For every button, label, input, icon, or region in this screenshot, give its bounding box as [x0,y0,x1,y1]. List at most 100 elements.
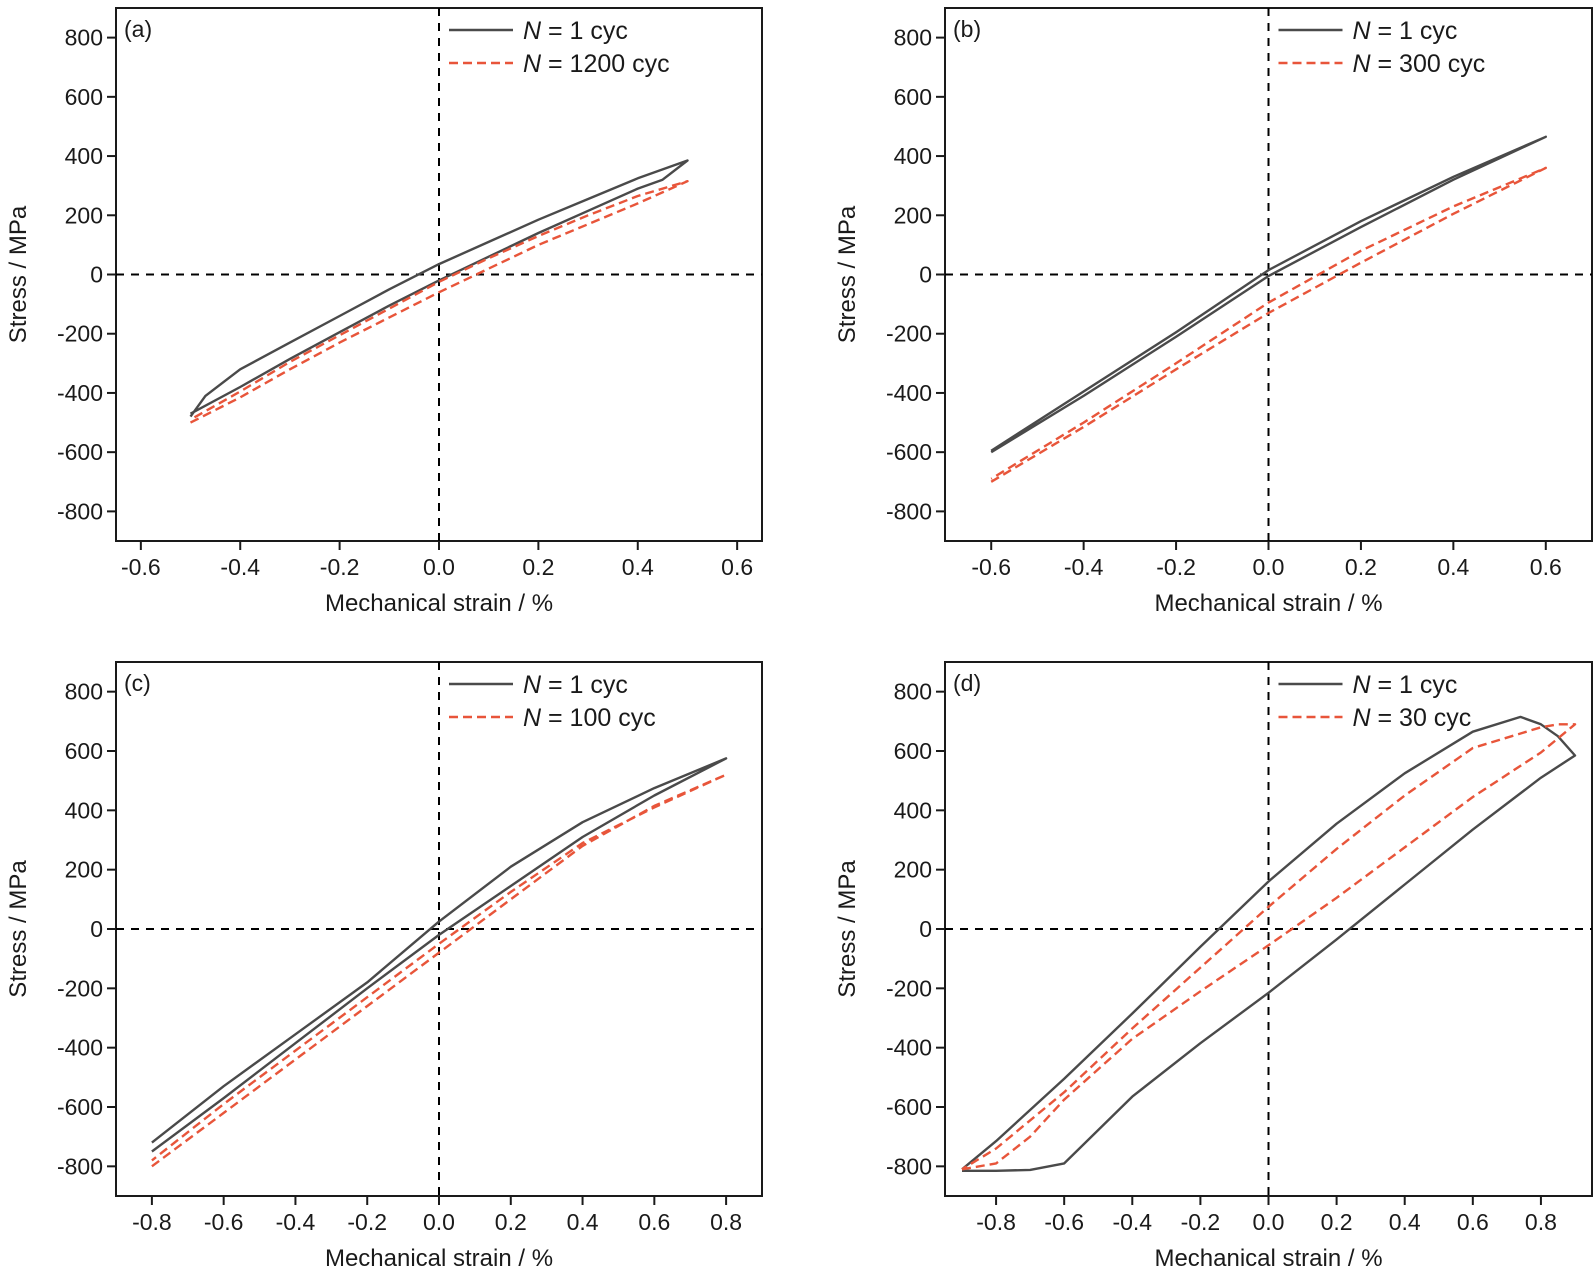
y-axis-label: Stress / MPa [5,205,32,343]
y-tick-label: -800 [886,1153,932,1179]
x-tick-label: 0.0 [1253,554,1285,580]
legend-label: N = 100 cyc [523,704,656,732]
x-tick-label: -0.2 [347,1209,387,1235]
legend-series-name: = 1 cyc [541,17,628,45]
y-tick-label: 200 [65,857,103,883]
legend-symbol: N [1353,17,1372,45]
y-tick-label: -800 [886,498,932,524]
x-tick-label: 0.0 [423,1209,455,1235]
y-axis-label: Stress / MPa [834,205,861,343]
x-tick-label: 0.2 [1321,1209,1353,1235]
panel-d: -0.8 -0.6 -0.4 -0.2 0.0 0.2 0.4 0.6 0.8 800 600 400… [834,661,1593,1272]
x-tick-label: -0.4 [220,554,260,580]
x-tick-label: 0.2 [495,1209,527,1235]
x-tick-label: 0.0 [1253,1209,1285,1235]
x-tick-label: -0.8 [132,1209,172,1235]
legend-symbol: N [523,671,542,699]
y-tick-label: 400 [894,797,932,823]
x-tick-label: 0.8 [710,1209,742,1235]
y-tick-label: -600 [57,1094,103,1120]
y-tick-label: -400 [886,380,932,406]
series-line-later-cycle [189,180,689,424]
legend-series-name: = 100 cyc [541,704,656,732]
y-tick-label: 800 [894,25,932,51]
legend-series-name: = 1 cyc [1371,671,1458,699]
x-tick-label: 0.6 [638,1209,670,1235]
y-tick-label: 600 [894,84,932,110]
y-tick-label: 0 [90,262,103,288]
x-tick-label: 0.6 [1457,1209,1489,1235]
x-tick-label: 0.2 [522,554,554,580]
y-axis-label: Stress / MPa [5,860,32,998]
y-tick-label: 600 [894,738,932,764]
x-tick-label: -0.4 [1112,1209,1152,1235]
panel-a: -0.6 -0.4 -0.2 0.0 0.2 0.4 0.6 800 600 400 200 0 -20… [5,7,763,617]
y-tick-label: -200 [886,321,932,347]
legend-series-name: = 1 cyc [1371,17,1458,45]
series-line-later-cycle [990,166,1547,483]
legend-series-name: = 1 cyc [541,671,628,699]
y-tick-label: -800 [57,1153,103,1179]
y-tick-label: -200 [57,321,103,347]
x-axis-label: Mechanical strain / % [325,590,553,617]
x-tick-label: 0.8 [1525,1209,1557,1235]
legend-label: N = 30 cyc [1353,704,1472,732]
x-tick-label: -0.2 [320,554,360,580]
legend-symbol: N [523,17,542,45]
y-tick-label: 400 [894,143,932,169]
y-tick-label: 800 [894,679,932,705]
series-line-first-cycle [151,757,728,1153]
y-tick-label: 400 [65,797,103,823]
x-tick-label: -0.6 [121,554,161,580]
legend-label: N = 1 cyc [523,17,628,45]
series-line-first-cycle [990,135,1547,454]
series-line-later-cycle [151,773,728,1168]
y-tick-label: -400 [57,380,103,406]
y-tick-label: 0 [90,916,103,942]
y-tick-label: 600 [65,738,103,764]
x-tick-label: 0.4 [567,1209,599,1235]
y-tick-label: 200 [894,857,932,883]
y-tick-label: -600 [57,439,103,465]
x-axis-label: Mechanical strain / % [1154,1245,1382,1272]
y-tick-label: 0 [919,262,932,288]
y-tick-label: 200 [65,202,103,228]
x-tick-label: 0.6 [721,554,753,580]
x-tick-label: 0.4 [622,554,654,580]
legend-label: N = 1 cyc [523,671,628,699]
legend-series-name: = 1200 cyc [541,50,670,78]
y-tick-label: 400 [65,143,103,169]
y-tick-label: 800 [65,679,103,705]
y-tick-label: 800 [65,25,103,51]
series-line-first-cycle [961,715,1577,1172]
x-tick-label: -0.6 [971,554,1011,580]
x-tick-label: -0.8 [976,1209,1016,1235]
x-tick-label: -0.2 [1181,1209,1221,1235]
legend-symbol: N [523,704,542,732]
y-axis-label: Stress / MPa [834,860,861,998]
y-tick-label: -800 [57,498,103,524]
x-tick-label: -0.4 [1064,554,1104,580]
legend-series-name: = 300 cyc [1371,50,1486,78]
panel-label: (b) [953,16,981,42]
series-line-later-cycle [961,723,1577,1171]
panel-c: -0.8 -0.6 -0.4 -0.2 0.0 0.2 0.4 0.6 0.8 800 600 400… [5,661,763,1272]
legend-label: N = 300 cyc [1353,50,1486,78]
panel-label: (c) [124,670,151,696]
x-tick-label: -0.6 [204,1209,244,1235]
y-tick-label: -200 [57,975,103,1001]
x-tick-label: 0.0 [423,554,455,580]
legend-label: N = 1 cyc [1353,17,1458,45]
x-tick-label: -0.4 [276,1209,316,1235]
y-tick-label: -200 [886,975,932,1001]
legend-label: N = 1200 cyc [523,50,670,78]
legend-symbol: N [1353,50,1372,78]
legend-symbol: N [523,50,542,78]
y-tick-label: -600 [886,1094,932,1120]
x-axis-label: Mechanical strain / % [1154,590,1382,617]
x-tick-label: 0.4 [1437,554,1469,580]
x-tick-label: -0.2 [1156,554,1196,580]
legend-label: N = 1 cyc [1353,671,1458,699]
panel-label: (a) [124,16,152,42]
